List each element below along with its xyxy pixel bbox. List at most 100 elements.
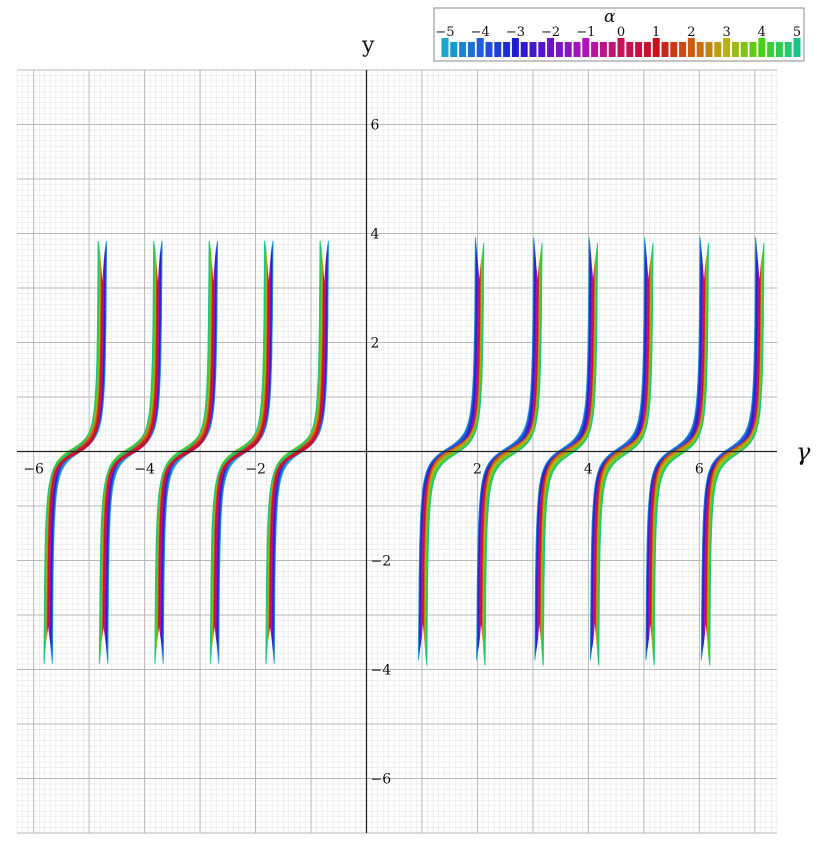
curve-alpha-branch xyxy=(212,272,269,633)
curve-alpha-branch xyxy=(424,258,483,643)
curve-alpha-branch xyxy=(706,261,763,638)
curve-alpha-branch xyxy=(268,275,324,631)
colorbar-swatch xyxy=(494,42,502,57)
x-tick-label: −6 xyxy=(23,462,44,478)
curve-alpha-branch xyxy=(43,240,99,664)
curve-alpha-branch xyxy=(98,240,155,664)
curve-alpha-branch xyxy=(651,261,707,638)
curve-alpha-branch xyxy=(418,249,477,651)
colorbar-tick-label: 5 xyxy=(793,25,801,40)
colorbar-swatch xyxy=(652,38,660,57)
curve-alpha-branch xyxy=(595,261,652,638)
colorbar-swatch xyxy=(740,42,748,57)
colorbar-swatch xyxy=(670,42,678,57)
colorbar-swatch xyxy=(679,42,687,57)
x-tick-label: 6 xyxy=(695,462,704,478)
curve-alpha-branch xyxy=(477,249,536,651)
y-tick-label: −6 xyxy=(370,772,391,788)
colorbar-swatch xyxy=(529,42,537,57)
x-tick-label: −4 xyxy=(134,462,155,478)
colorbar-swatch xyxy=(767,42,775,57)
colorbar-tick-label: −2 xyxy=(541,25,560,40)
y-tick-label: −2 xyxy=(370,554,391,570)
colorbar-swatch xyxy=(749,42,757,57)
curve-alpha-branch xyxy=(46,272,102,633)
colorbar-tick-label: 0 xyxy=(617,25,625,40)
colorbar-swatch xyxy=(617,38,625,57)
colorbar-swatch xyxy=(538,42,546,57)
colorbar-swatch xyxy=(547,38,555,57)
y-axis-label: y xyxy=(361,33,375,58)
x-axis-label: γ xyxy=(796,438,811,466)
colorbar-swatch xyxy=(573,42,581,57)
colorbar-swatch xyxy=(793,38,801,57)
curve-alpha-branch xyxy=(102,272,158,633)
colorbar-tick-label: 3 xyxy=(722,25,730,40)
colorbar-swatch xyxy=(626,42,634,57)
colorbar-swatch xyxy=(591,42,599,57)
colorbar-swatch xyxy=(608,42,616,57)
colorbar-swatch xyxy=(459,42,467,57)
colorbar-tick-label: −3 xyxy=(506,25,525,40)
curve-alpha-branch xyxy=(209,240,266,664)
colorbar-tick-label: −4 xyxy=(471,25,490,40)
colorbar-swatch xyxy=(775,42,783,57)
x-tick-label: 4 xyxy=(584,462,593,478)
curve-alpha-branch xyxy=(482,258,541,643)
colorbar-tick-label: −1 xyxy=(576,25,595,40)
y-tick-label: 4 xyxy=(370,227,379,243)
colorbar-swatch xyxy=(520,42,528,57)
curve-alpha-branch xyxy=(46,275,103,631)
curve-alpha-branch xyxy=(157,272,213,633)
curve-alpha-branch xyxy=(482,261,541,638)
y-tick-label: 2 xyxy=(370,336,379,352)
curve-alpha-branch xyxy=(483,252,542,654)
y-tick-label: 6 xyxy=(370,118,379,134)
colorbar-swatch xyxy=(564,42,572,57)
colorbar-swatch xyxy=(784,42,792,57)
colorbar-swatch xyxy=(467,42,475,57)
colorbar-swatch xyxy=(696,42,704,57)
curve-alpha-branch xyxy=(542,242,599,666)
curve-alpha-branch xyxy=(483,253,542,652)
axes xyxy=(17,70,777,833)
colorbar-swatch xyxy=(714,42,722,57)
curve-alpha-branch xyxy=(425,252,484,654)
curve-alpha-branch xyxy=(268,272,324,633)
colorbar-swatch xyxy=(661,42,669,57)
colorbar-swatch xyxy=(441,38,449,57)
curve-alpha-branch xyxy=(477,251,536,650)
curve-alpha-branch xyxy=(540,261,596,638)
colorbar: α −5 −4 −3 −2 −1 0 1 2 3 4 5 xyxy=(433,7,805,62)
colorbar-swatch xyxy=(687,38,695,57)
colorbar-swatch xyxy=(599,42,607,57)
colorbar-swatch xyxy=(758,38,766,57)
curve-alpha-branch xyxy=(265,240,321,664)
colorbar-swatch xyxy=(485,42,493,57)
curve-alpha-branch xyxy=(157,275,214,631)
colorbar-swatch xyxy=(511,38,519,57)
curve-alpha-branch xyxy=(484,242,543,666)
curve-alpha-branch xyxy=(424,253,484,652)
colorbar-tick-label: 4 xyxy=(758,25,766,40)
colorbar-tick-labels: −5 −4 −3 −2 −1 0 1 2 3 4 5 xyxy=(435,25,801,40)
x-tick-label: −2 xyxy=(245,462,266,478)
curve-alpha-branch xyxy=(154,240,210,664)
colorbar-swatch xyxy=(643,42,651,57)
x-tick-label: 2 xyxy=(473,462,482,478)
colorbar-title: α xyxy=(604,7,616,27)
colorbar-swatch xyxy=(476,38,484,57)
curve-alpha-branch xyxy=(213,275,269,631)
colorbar-swatch xyxy=(723,38,731,57)
colorbar-tick-label: −5 xyxy=(435,25,454,40)
colorbar-tick-label: 1 xyxy=(652,25,660,40)
colorbar-swatch xyxy=(705,42,713,57)
curve-alpha-branch xyxy=(482,259,541,641)
curve-alpha-branch xyxy=(653,242,709,666)
colorbar-tick-label: 2 xyxy=(687,25,695,40)
curve-alpha-branch xyxy=(598,242,654,666)
colorbar-swatch xyxy=(555,42,563,57)
curve-alpha-branch xyxy=(426,242,485,666)
